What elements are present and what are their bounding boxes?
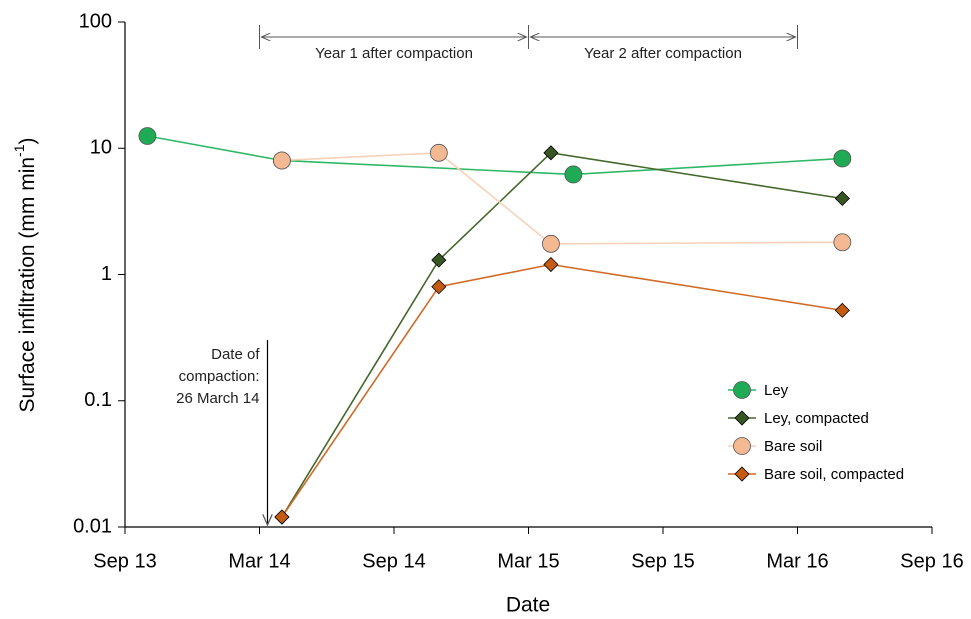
x-tick-label: Sep 14 [362,550,425,572]
series-line [281,152,843,245]
y-title-sup: -1 [11,144,27,157]
compaction-label: compaction: [179,368,260,385]
span-label: Year 1 after compaction [315,45,473,62]
compaction-label: Date of [211,346,260,363]
x-tick-label: Sep 15 [631,550,694,572]
x-tick-label: Mar 16 [766,550,828,572]
series-line [281,151,843,518]
data-point [431,252,447,268]
legend-label: Bare soil, compacted [764,466,904,483]
data-point [834,302,850,318]
x-tick-label: Sep 16 [900,550,963,572]
x-axis-title: Date [506,594,550,617]
legend-label: Ley, compacted [764,410,869,427]
y-tick-label: 10 [90,137,112,159]
data-point [833,233,852,252]
data-point [273,151,291,170]
data-point [542,234,560,253]
y-tick-label: 0.01 [73,515,112,537]
compaction-label: 26 March 14 [176,390,259,407]
y-axis-title: Surface infiltration (mm min-1) [11,137,39,412]
data-point [564,165,583,184]
legend-label: Bare soil [764,438,822,455]
y-title-end: ) [16,137,39,144]
data-point [138,127,157,145]
data-point [431,279,447,295]
series-line [147,135,843,176]
data-point [429,143,448,162]
data-point [543,256,559,273]
x-tick-label: Mar 15 [497,550,559,572]
y-title-main: Surface infiltration (mm min [16,157,39,413]
series-line [281,263,843,518]
legend-marker [733,381,751,399]
y-tick-label: 0.1 [84,389,112,411]
y-tick-label: 1 [101,263,112,285]
span-label: Year 2 after compaction [584,45,742,62]
legend-marker [733,437,751,455]
legend-marker [734,466,750,482]
x-tick-label: Mar 14 [228,550,290,572]
data-point [834,190,850,207]
data-point [274,509,290,525]
data-point [833,149,852,168]
legend-marker [734,410,750,426]
data-point [543,145,559,161]
y-tick-label: 100 [79,10,112,32]
legend-label: Ley [764,382,789,399]
x-tick-label: Sep 13 [93,550,156,572]
